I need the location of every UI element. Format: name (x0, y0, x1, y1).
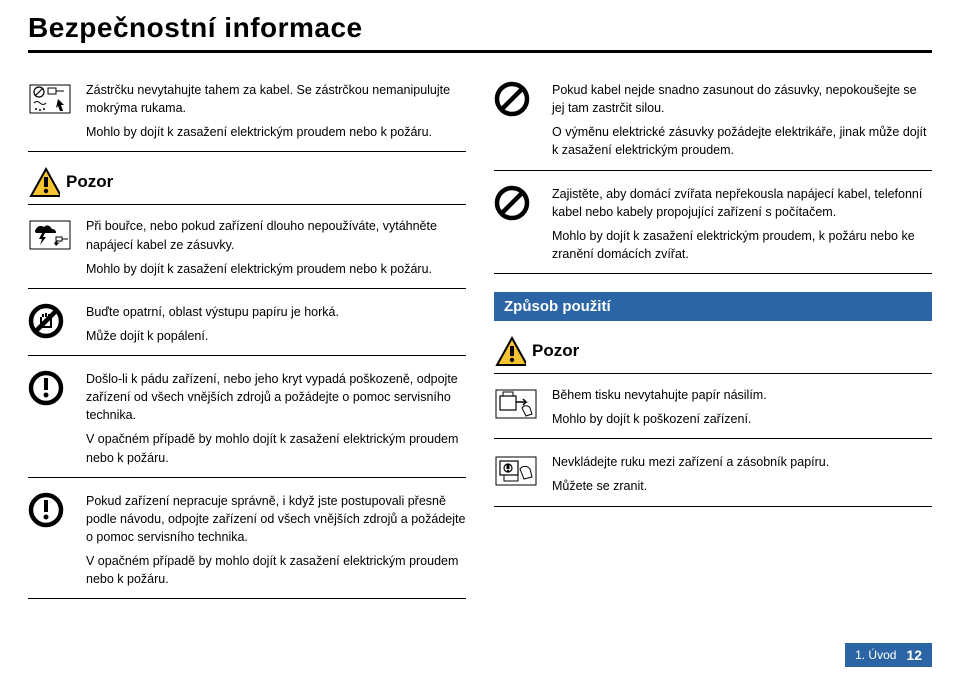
usage-heading: Způsob použití (494, 292, 932, 321)
para: Došlo-li k pádu zařízení, nebo jeho kryt… (86, 370, 466, 424)
para: Mohlo by dojít k zasažení elektrickým pr… (552, 227, 932, 263)
para: V opačném případě by mohlo dojít k zasaž… (86, 552, 466, 588)
pozor-heading-left: Pozor (28, 166, 466, 205)
para: Pokud kabel nejde snadno zasunout do zás… (552, 81, 932, 117)
pull-illustration (494, 386, 538, 420)
left-block-1: Zástrčku nevytahujte tahem za kabel. Se … (28, 81, 466, 152)
para: Během tisku nevytahujte papír násilím. (552, 386, 932, 404)
plug-illustration (28, 81, 72, 115)
notouch-icon (28, 303, 64, 339)
para: Zástrčku nevytahujte tahem za kabel. Se … (86, 81, 466, 117)
icon-cell (28, 370, 78, 467)
text: Zajistěte, aby domácí zvířata nepřekousl… (552, 185, 932, 264)
right-block-2: Zajistěte, aby domácí zvířata nepřekousl… (494, 185, 932, 275)
para: Může dojít k popálení. (86, 327, 466, 345)
hand-tray-illustration (494, 453, 538, 487)
footer: 1. Úvod 12 (845, 643, 932, 667)
footer-page: 12 (906, 647, 922, 663)
right-column: Pokud kabel nejde snadno zasunout do zás… (494, 81, 932, 613)
columns: Zástrčku nevytahujte tahem za kabel. Se … (28, 81, 932, 613)
para: O výměnu elektrické zásuvky požádejte el… (552, 123, 932, 159)
para: Mohlo by dojít k poškození zařízení. (552, 410, 932, 428)
para: Můžete se zranit. (552, 477, 932, 495)
tri-warn-icon (28, 166, 60, 198)
text: Nevkládejte ruku mezi zařízení a zásobní… (552, 453, 932, 495)
icon-cell (494, 386, 544, 428)
right-block-4: Nevkládejte ruku mezi zařízení a zásobní… (494, 453, 932, 506)
tri-warn-icon (494, 335, 526, 367)
right-block-3: Během tisku nevytahujte papír násilím. M… (494, 386, 932, 439)
icon-cell (494, 185, 544, 264)
text: Při bouřce, nebo pokud zařízení dlouho n… (86, 217, 466, 277)
para: Buďte opatrní, oblast výstupu papíru je … (86, 303, 466, 321)
icon-cell (28, 81, 78, 141)
para: Pokud zařízení nepracuje správně, i když… (86, 492, 466, 546)
pozor-label: Pozor (66, 172, 113, 192)
left-block-2: Při bouřce, nebo pokud zařízení dlouho n… (28, 217, 466, 288)
left-block-4: Došlo-li k pádu zařízení, nebo jeho kryt… (28, 370, 466, 478)
para: Mohlo by dojít k zasažení elektrickým pr… (86, 260, 466, 278)
icon-cell (494, 81, 544, 160)
footer-section: 1. Úvod (855, 648, 896, 662)
left-block-5: Pokud zařízení nepracuje správně, i když… (28, 492, 466, 600)
pozor-label: Pozor (532, 341, 579, 361)
text: Zástrčku nevytahujte tahem za kabel. Se … (86, 81, 466, 141)
caution-icon (28, 492, 64, 528)
right-block-1: Pokud kabel nejde snadno zasunout do zás… (494, 81, 932, 171)
text: Během tisku nevytahujte papír násilím. M… (552, 386, 932, 428)
prohibit-icon (494, 185, 530, 221)
text: Došlo-li k pádu zařízení, nebo jeho kryt… (86, 370, 466, 467)
text: Buďte opatrní, oblast výstupu papíru je … (86, 303, 466, 345)
left-column: Zástrčku nevytahujte tahem za kabel. Se … (28, 81, 466, 613)
text: Pokud kabel nejde snadno zasunout do zás… (552, 81, 932, 160)
storm-illustration (28, 217, 72, 251)
text: Pokud zařízení nepracuje správně, i když… (86, 492, 466, 589)
para: V opačném případě by mohlo dojít k zasaž… (86, 430, 466, 466)
left-block-3: Buďte opatrní, oblast výstupu papíru je … (28, 303, 466, 356)
para: Při bouřce, nebo pokud zařízení dlouho n… (86, 217, 466, 253)
icon-cell (494, 453, 544, 495)
usage-label: Způsob použití (504, 298, 611, 315)
icon-cell (28, 492, 78, 589)
para: Nevkládejte ruku mezi zařízení a zásobní… (552, 453, 932, 471)
icon-cell (28, 217, 78, 277)
prohibit-icon (494, 81, 530, 117)
para: Zajistěte, aby domácí zvířata nepřekousl… (552, 185, 932, 221)
para: Mohlo by dojít k zasažení elektrickým pr… (86, 123, 466, 141)
icon-cell (28, 303, 78, 345)
pozor-heading-right: Pozor (494, 335, 932, 374)
page: Bezpečnostní informace Zástrčku nevytahu… (0, 0, 960, 675)
caution-icon (28, 370, 64, 406)
page-title: Bezpečnostní informace (28, 12, 932, 53)
